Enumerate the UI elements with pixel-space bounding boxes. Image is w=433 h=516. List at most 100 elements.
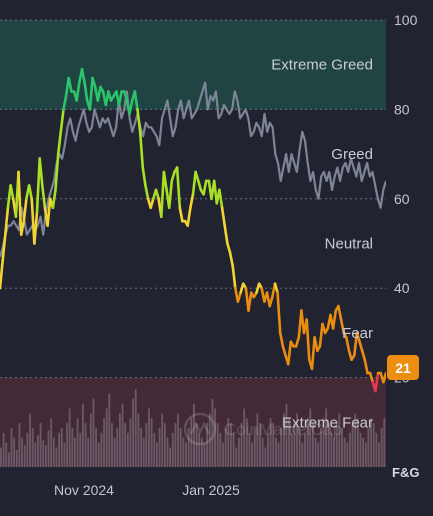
volume-bar	[296, 413, 298, 467]
volume-bar	[68, 408, 71, 467]
volume-bar	[182, 437, 185, 467]
volume-bar	[87, 437, 90, 467]
volume-bar	[44, 445, 47, 467]
index-series-segment	[358, 340, 364, 353]
index-series-segment	[186, 206, 192, 227]
volume-bar	[81, 403, 84, 467]
volume-bar	[338, 413, 341, 467]
volume-bar	[37, 435, 39, 467]
index-series-segment	[313, 336, 319, 353]
volume-bar	[306, 418, 309, 467]
index-series-segment	[33, 210, 39, 245]
volume-bar	[105, 408, 108, 467]
volume-bar	[163, 423, 166, 467]
volume-bar	[21, 437, 24, 467]
volume-bar	[7, 452, 10, 467]
volume-bar	[348, 432, 351, 467]
watermark-text: CoinMarketCap	[224, 420, 342, 439]
index-series-segment	[273, 282, 279, 295]
index-series-segment	[80, 67, 86, 84]
index-series-segment	[318, 322, 324, 348]
index-series-segment	[138, 130, 145, 169]
volume-bar	[298, 428, 301, 467]
index-series-segment	[9, 184, 15, 201]
index-series-segment	[17, 170, 23, 236]
volume-bar	[251, 442, 254, 467]
index-series-segment	[220, 206, 226, 227]
volume-bar	[267, 432, 269, 467]
volume-bar	[264, 447, 267, 467]
index-series-segment	[117, 90, 123, 107]
volume-bar	[227, 418, 230, 467]
volume-bar	[118, 413, 121, 467]
volume-bar	[335, 423, 338, 467]
index-series-segment	[310, 336, 316, 371]
index-series-segment	[128, 99, 134, 116]
volume-bar	[89, 413, 92, 467]
volume-bar	[311, 423, 314, 467]
volume-bar	[116, 428, 119, 467]
volume-bar	[63, 442, 66, 467]
index-series-segment	[268, 295, 274, 308]
index-series-segment	[305, 318, 311, 362]
volume-bar	[290, 432, 293, 467]
current-value-text: 21	[395, 360, 411, 376]
volume-bar	[211, 398, 214, 467]
volume-bar	[142, 437, 145, 467]
volume-bar	[153, 432, 156, 467]
volume-bar	[330, 432, 333, 467]
volume-bar	[277, 442, 280, 467]
volume-bar	[200, 437, 203, 467]
volume-bar	[193, 403, 195, 467]
index-series-segment	[228, 251, 234, 268]
volume-bar	[214, 408, 217, 467]
volume-bar	[10, 428, 13, 467]
volume-bar	[108, 393, 111, 467]
volume-bar	[5, 442, 8, 467]
volume-bar	[230, 423, 232, 467]
index-series-segment	[355, 331, 361, 344]
index-series-segment	[374, 371, 380, 393]
volume-bar	[237, 437, 240, 467]
index-series-segment	[286, 340, 293, 366]
volume-bar	[158, 428, 161, 467]
volume-bar	[356, 418, 359, 467]
volume-bar	[55, 447, 58, 467]
volume-bar	[232, 432, 235, 467]
index-series-segment	[75, 81, 81, 102]
index-series-segment	[40, 184, 47, 209]
zone-label-1: Greed	[331, 146, 373, 163]
index-series-segment	[247, 291, 253, 312]
volume-bar	[95, 428, 98, 467]
volume-bar	[370, 418, 372, 467]
volume-bar	[97, 442, 100, 467]
volume-bar	[23, 445, 26, 467]
index-series-segment	[344, 336, 351, 353]
volume-bar	[34, 442, 37, 467]
volume-bar	[84, 423, 87, 467]
index-series-segment	[144, 184, 150, 201]
volume-bar	[169, 447, 172, 467]
volume-bar	[256, 413, 259, 467]
volume-bar	[327, 423, 330, 467]
volume-bar	[79, 432, 82, 467]
index-series-segment	[162, 170, 168, 192]
volume-bar	[179, 428, 182, 467]
volume-bar	[76, 418, 79, 467]
volume-bar	[42, 440, 45, 467]
volume-bar	[155, 442, 158, 467]
volume-bar	[100, 432, 103, 467]
volume-bar	[174, 423, 177, 467]
volume-bar	[272, 423, 275, 467]
index-series-segment	[54, 152, 60, 192]
index-series-segment	[194, 170, 200, 183]
volume-bar	[187, 428, 190, 467]
volume-bar	[383, 418, 386, 467]
volume-bar	[137, 413, 140, 467]
volume-bar	[282, 413, 285, 467]
volume-bar	[195, 423, 198, 467]
zone-label-4: Extreme Fear	[282, 414, 373, 431]
index-series-segment	[170, 170, 176, 183]
volume-bar	[259, 423, 261, 467]
